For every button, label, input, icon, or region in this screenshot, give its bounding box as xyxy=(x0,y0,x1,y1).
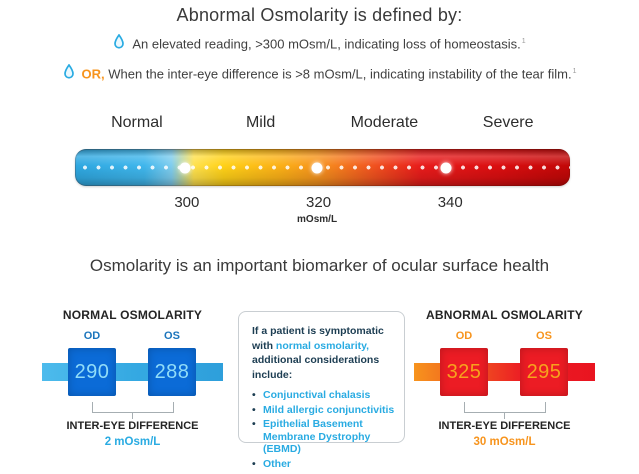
or-label: OR, xyxy=(81,66,105,82)
tick-300: 300 xyxy=(174,194,200,211)
list-item: Mild allergic conjunctivitis xyxy=(252,404,396,417)
intro-text-2: additional considerations include: xyxy=(252,354,380,381)
scale-tick-labels: 300 320 340 xyxy=(75,192,570,216)
list-item-text: Conjunctival chalasis xyxy=(263,389,371,401)
definition-2-text: When the inter-eye difference is >8 mOsm… xyxy=(108,66,572,82)
scale-marker-300 xyxy=(179,162,191,173)
os-value: 295 xyxy=(526,360,562,383)
scale-marker-320 xyxy=(311,162,323,173)
reference-mark: 1 xyxy=(521,38,526,45)
considerations-list: Conjunctival chalasis Mild allergic conj… xyxy=(252,389,396,470)
water-drop-icon xyxy=(114,34,125,49)
scale-unit-label: mOsm/L xyxy=(297,214,338,225)
os-label: OS xyxy=(536,330,552,342)
os-label: OS xyxy=(164,330,180,342)
list-item-text: Other xyxy=(263,457,292,470)
considerations-intro: If a patient is symptomatic with normal … xyxy=(252,324,396,382)
severity-label-severe: Severe xyxy=(482,114,534,131)
od-label: OD xyxy=(455,330,473,342)
osmolarity-scale: Normal Mild Moderate Severe 300 320 340 … xyxy=(75,114,570,225)
section-title: Osmolarity is an important biomarker of … xyxy=(89,256,550,275)
severity-label-normal: Normal xyxy=(111,114,163,131)
normal-osmolarity-panel: NORMAL OSMOLARITY OD OS 290 288 INTER-EY… xyxy=(42,308,223,450)
inter-eye-difference-value: 2 mOsm/L xyxy=(104,436,161,448)
list-item: Other xyxy=(252,458,396,471)
difference-bracket xyxy=(92,402,174,413)
od-value-square: 325 xyxy=(440,348,488,396)
difference-bracket xyxy=(464,402,546,413)
difference-bracket-tick xyxy=(132,412,133,419)
severity-label-moderate: Moderate xyxy=(350,114,419,131)
od-value: 290 xyxy=(74,360,110,383)
page-title: Abnormal Osmolarity is defined by: xyxy=(176,5,463,25)
os-value: 288 xyxy=(154,360,190,383)
os-value-square: 288 xyxy=(148,348,196,396)
os-value-square: 295 xyxy=(520,348,568,396)
water-drop-icon xyxy=(63,64,74,79)
definition-text: An elevated reading, >300 mOsm/L, indica… xyxy=(132,34,525,52)
list-item: Epithelial Basement Membrane Dystrophy (… xyxy=(252,418,396,456)
definition-line-1: An elevated reading, >300 mOsm/L, indica… xyxy=(0,34,639,52)
considerations-box: If a patient is symptomatic with normal … xyxy=(238,311,405,470)
od-value-square: 290 xyxy=(68,348,116,396)
list-item: Conjunctival chalasis xyxy=(252,389,396,402)
tick-340: 340 xyxy=(437,194,463,211)
tick-320: 320 xyxy=(306,194,332,211)
od-label: OD xyxy=(83,330,101,342)
severity-labels: Normal Mild Moderate Severe xyxy=(75,114,570,138)
list-item-text: Mild allergic conjunctivitis xyxy=(263,403,395,416)
definition-line-2: OR, When the inter-eye difference is >8 … xyxy=(0,64,639,82)
list-item-text: Epithelial Basement Membrane Dystrophy (… xyxy=(263,418,371,455)
normal-osmolarity-highlight: normal osmolarity, xyxy=(275,339,370,352)
difference-bracket-tick xyxy=(504,412,505,419)
scale-marker-340 xyxy=(440,162,452,173)
gradient-scale-bar xyxy=(75,149,570,186)
inter-eye-difference-label: INTER-EYE DIFFERENCE xyxy=(438,420,571,432)
abnormal-panel-title: ABNORMAL OSMOLARITY xyxy=(426,308,583,322)
definition-1-text: An elevated reading, >300 mOsm/L, indica… xyxy=(132,36,521,52)
definition-text: OR, When the inter-eye difference is >8 … xyxy=(82,64,577,82)
intro-text-1: If a patient is symptomatic with xyxy=(252,325,384,352)
abnormal-osmolarity-panel: ABNORMAL OSMOLARITY OD OS 325 295 INTER-… xyxy=(414,308,595,450)
od-value: 325 xyxy=(446,360,482,383)
severity-label-mild: Mild xyxy=(245,114,276,131)
reference-mark: 1 xyxy=(572,68,577,75)
inter-eye-difference-value: 30 mOsm/L xyxy=(473,436,536,448)
inter-eye-difference-label: INTER-EYE DIFFERENCE xyxy=(66,420,199,432)
normal-panel-title: NORMAL OSMOLARITY xyxy=(62,308,203,322)
